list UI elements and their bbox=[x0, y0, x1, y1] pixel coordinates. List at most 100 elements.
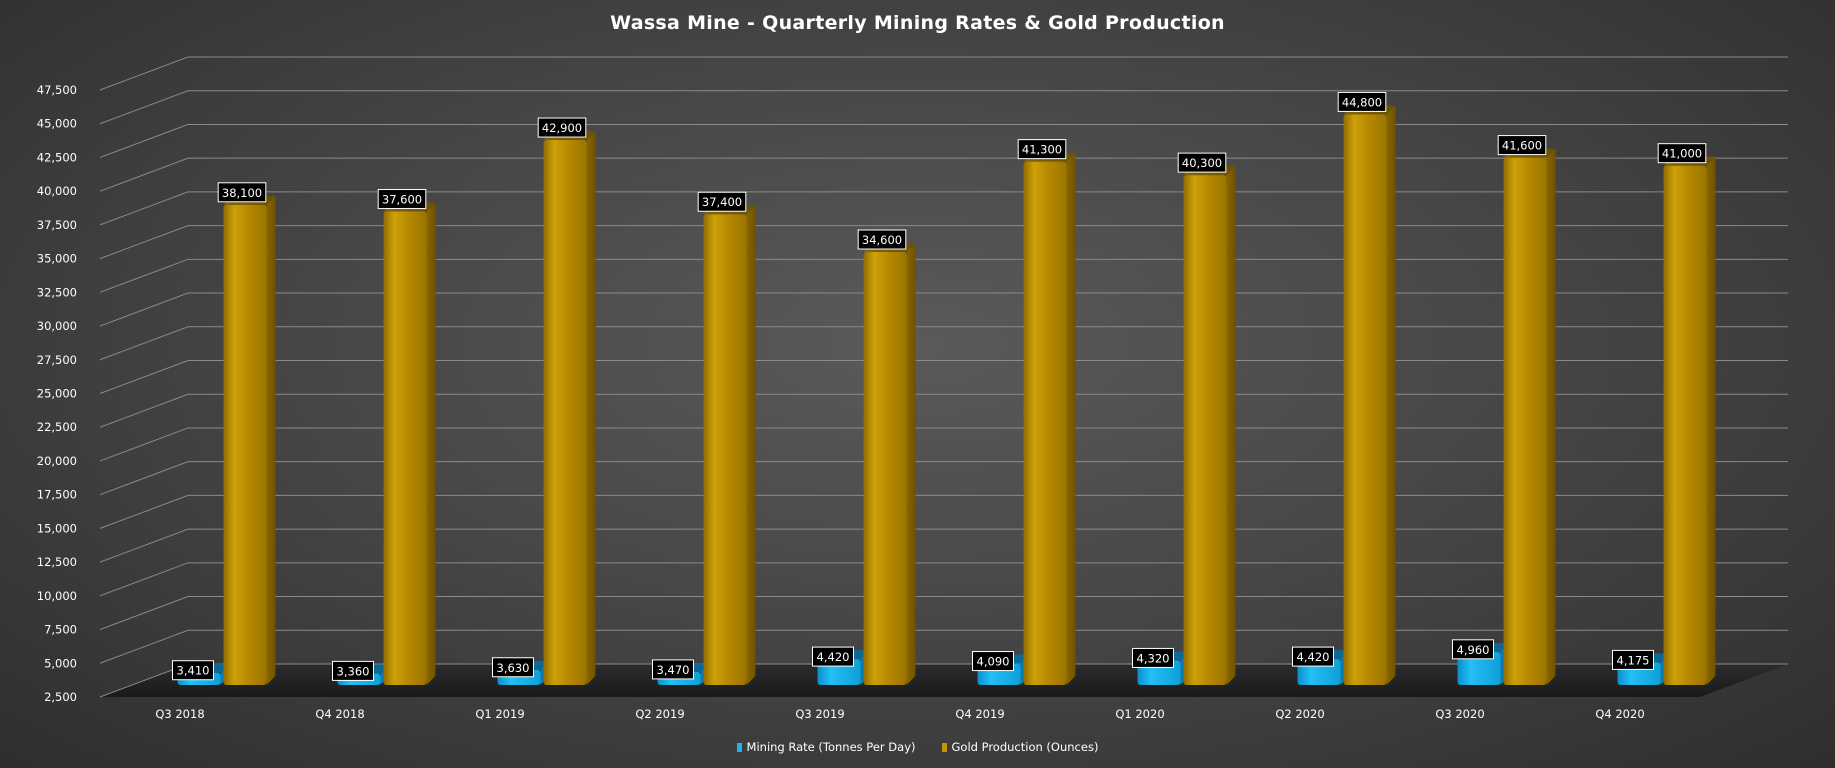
gridline bbox=[99, 258, 1788, 293]
y-tick-label: 17,500 bbox=[37, 488, 77, 502]
x-category-label: Q1 2019 bbox=[475, 707, 524, 721]
svg-text:42,900: 42,900 bbox=[542, 121, 582, 135]
y-tick-label: 22,500 bbox=[37, 420, 77, 434]
x-category-label: Q4 2019 bbox=[955, 707, 1004, 721]
gold-production-bar bbox=[543, 131, 596, 685]
gridline bbox=[99, 326, 1788, 361]
gridline bbox=[99, 292, 1788, 327]
svg-text:41,300: 41,300 bbox=[1022, 143, 1062, 157]
gold-production-bar bbox=[223, 195, 276, 685]
gold-production-data-label: 44,800 bbox=[1337, 91, 1387, 112]
svg-text:37,600: 37,600 bbox=[382, 193, 422, 207]
y-tick-label: 25,000 bbox=[37, 387, 77, 401]
svg-text:38,100: 38,100 bbox=[222, 186, 262, 200]
mining-rate-data-label: 3,470 bbox=[652, 659, 694, 680]
gridline bbox=[99, 191, 1788, 226]
legend-item-mining-rate[interactable]: Mining Rate (Tonnes Per Day) bbox=[736, 740, 916, 754]
y-tick-label: 7,500 bbox=[44, 623, 77, 637]
legend-label-gold-production: Gold Production (Ounces) bbox=[951, 740, 1099, 754]
svg-text:4,090: 4,090 bbox=[977, 655, 1010, 669]
svg-text:3,360: 3,360 bbox=[337, 664, 370, 678]
svg-text:4,420: 4,420 bbox=[817, 650, 850, 664]
legend-item-gold-production[interactable]: Gold Production (Ounces) bbox=[941, 740, 1099, 754]
mining-rate-data-label: 4,420 bbox=[1292, 646, 1334, 667]
gold-production-data-label: 41,300 bbox=[1017, 139, 1067, 160]
y-tick-label: 40,000 bbox=[37, 184, 77, 198]
y-tick-label: 15,000 bbox=[37, 521, 77, 535]
gridline bbox=[99, 360, 1788, 394]
gridline bbox=[99, 157, 1788, 192]
x-category-label: Q3 2020 bbox=[1435, 707, 1484, 721]
mining-rate-data-label: 4,420 bbox=[812, 646, 854, 667]
gold-production-bar bbox=[863, 243, 916, 686]
x-category-label: Q2 2019 bbox=[635, 707, 684, 721]
gridline bbox=[99, 393, 1788, 428]
y-tick-label: 10,000 bbox=[37, 589, 77, 603]
y-tick-label: 47,500 bbox=[37, 83, 77, 97]
legend: Mining Rate (Tonnes Per Day) Gold Produc… bbox=[0, 740, 1835, 754]
svg-text:4,420: 4,420 bbox=[1297, 650, 1330, 664]
gridline bbox=[99, 123, 1788, 158]
gold-production-bar bbox=[703, 205, 756, 685]
mining-rate-data-label: 3,410 bbox=[172, 660, 214, 681]
y-tick-label: 35,000 bbox=[37, 252, 77, 266]
gold-production-data-label: 38,100 bbox=[217, 182, 267, 203]
svg-text:4,960: 4,960 bbox=[1457, 643, 1490, 657]
gridline bbox=[99, 629, 1788, 664]
gridline bbox=[99, 596, 1788, 631]
gold-production-data-label: 42,900 bbox=[537, 117, 587, 138]
gridline bbox=[99, 562, 1788, 597]
svg-text:4,320: 4,320 bbox=[1137, 651, 1170, 665]
y-tick-label: 5,000 bbox=[44, 656, 77, 670]
x-category-label: Q3 2019 bbox=[795, 707, 844, 721]
mining-rate-data-label: 4,175 bbox=[1612, 649, 1654, 670]
mining-rate-data-label: 4,960 bbox=[1452, 639, 1494, 660]
gridline bbox=[99, 528, 1788, 563]
svg-text:40,300: 40,300 bbox=[1182, 156, 1222, 170]
svg-text:3,470: 3,470 bbox=[657, 663, 690, 677]
svg-text:41,600: 41,600 bbox=[1502, 139, 1542, 153]
legend-swatch-mining-rate bbox=[736, 742, 742, 752]
x-category-label: Q3 2018 bbox=[155, 707, 204, 721]
svg-text:44,800: 44,800 bbox=[1342, 95, 1382, 109]
svg-text:3,630: 3,630 bbox=[497, 661, 530, 675]
gridline bbox=[99, 90, 1788, 125]
mining-rate-data-label: 3,630 bbox=[492, 657, 534, 678]
gold-production-bar bbox=[1023, 152, 1076, 685]
y-tick-label: 12,500 bbox=[37, 555, 77, 569]
y-tick-label: 32,500 bbox=[37, 285, 77, 299]
mining-rate-data-label: 4,090 bbox=[972, 651, 1014, 672]
mining-rate-data-label: 4,320 bbox=[1132, 647, 1174, 668]
gridline bbox=[99, 461, 1788, 496]
gold-production-data-label: 40,300 bbox=[1177, 152, 1227, 173]
legend-label-mining-rate: Mining Rate (Tonnes Per Day) bbox=[746, 740, 916, 754]
legend-swatch-gold-production bbox=[941, 742, 947, 752]
gold-production-bar bbox=[1503, 148, 1556, 685]
svg-text:3,410: 3,410 bbox=[177, 664, 210, 678]
x-category-label: Q1 2020 bbox=[1115, 707, 1164, 721]
y-tick-label: 20,000 bbox=[37, 454, 77, 468]
gold-production-bar bbox=[383, 202, 436, 686]
gold-production-data-label: 37,600 bbox=[377, 189, 427, 210]
gold-production-data-label: 41,600 bbox=[1497, 135, 1547, 156]
gold-production-data-label: 37,400 bbox=[697, 191, 747, 212]
x-category-label: Q4 2018 bbox=[315, 707, 364, 721]
svg-text:34,600: 34,600 bbox=[862, 233, 902, 247]
y-tick-label: 42,500 bbox=[37, 150, 77, 164]
gold-production-data-label: 34,600 bbox=[857, 229, 907, 250]
x-category-label: Q4 2020 bbox=[1595, 707, 1644, 721]
y-tick-label: 27,500 bbox=[37, 353, 77, 367]
y-tick-label: 2,500 bbox=[44, 690, 77, 704]
svg-text:4,175: 4,175 bbox=[1617, 653, 1650, 667]
y-tick-label: 37,500 bbox=[37, 218, 77, 232]
mining-rate-data-label: 3,360 bbox=[332, 660, 374, 681]
gold-production-bar bbox=[1183, 166, 1236, 685]
y-tick-label: 45,000 bbox=[37, 117, 77, 131]
svg-text:41,000: 41,000 bbox=[1662, 147, 1702, 161]
gridline bbox=[99, 225, 1788, 260]
gridline bbox=[99, 56, 1788, 91]
x-category-label: Q2 2020 bbox=[1275, 707, 1324, 721]
gridline bbox=[99, 427, 1788, 462]
gold-production-bar bbox=[1343, 105, 1396, 686]
